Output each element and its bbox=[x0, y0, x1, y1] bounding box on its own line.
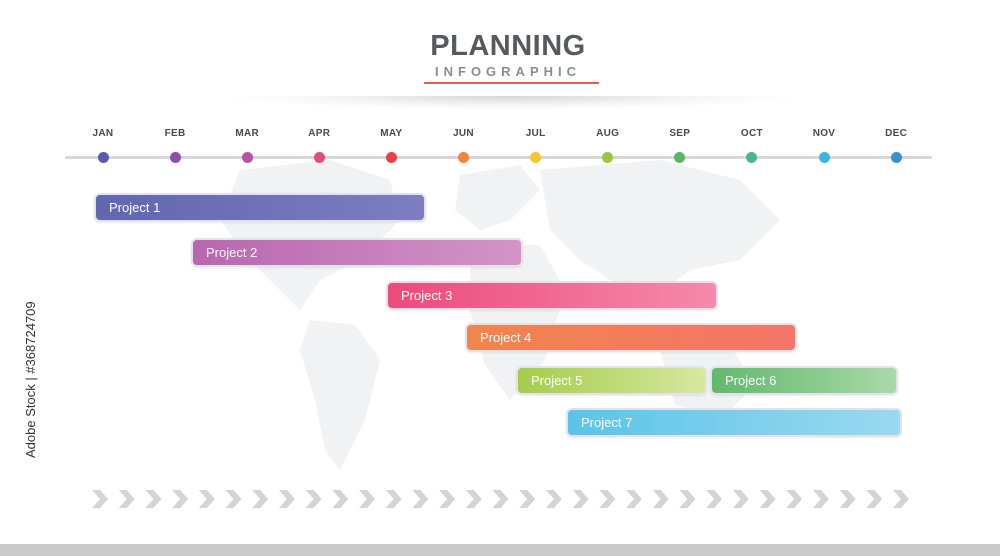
project-label: Project 7 bbox=[581, 415, 633, 430]
timeline-dot bbox=[818, 152, 830, 163]
month-apr: APR bbox=[289, 128, 349, 139]
project-bar[interactable]: Project 3 bbox=[386, 281, 718, 310]
timeline-dot bbox=[674, 152, 686, 163]
chevron-arrow-icon bbox=[759, 490, 776, 508]
chevron-arrow-icon bbox=[225, 490, 242, 508]
chevron-arrow-icon bbox=[519, 490, 536, 508]
project-label: Project 6 bbox=[725, 373, 777, 388]
month-jan: JAN bbox=[73, 128, 133, 139]
month-label: MAY bbox=[380, 128, 403, 139]
timeline-dot bbox=[746, 152, 758, 163]
chevron-arrow-icon bbox=[252, 490, 269, 508]
month-label: MAR bbox=[235, 128, 260, 139]
timeline-dot bbox=[241, 152, 253, 163]
month-jun: JUN bbox=[434, 128, 494, 139]
chevron-arrow-icon bbox=[385, 490, 402, 508]
chevron-arrow-icon bbox=[305, 490, 322, 508]
stock-credit-watermark: Adobe Stock | #368724709 bbox=[23, 301, 38, 458]
page-subtitle: INFOGRAPHIC bbox=[435, 64, 581, 79]
chevron-arrow-icon bbox=[706, 490, 723, 508]
title-underline bbox=[424, 82, 599, 84]
month-oct: OCT bbox=[722, 128, 782, 139]
chevron-arrow-icon bbox=[626, 490, 642, 508]
chevron-arrow-icon bbox=[866, 490, 883, 508]
month-label: JAN bbox=[92, 128, 114, 139]
chevron-arrow-icon bbox=[439, 490, 456, 508]
chevron-arrow-icon bbox=[332, 490, 349, 508]
chevron-arrow-icon bbox=[572, 490, 589, 508]
chevron-arrow-icon bbox=[786, 490, 803, 508]
month-nov: NOV bbox=[794, 128, 854, 139]
chevron-arrow-icon bbox=[198, 490, 215, 508]
month-label: AUG bbox=[596, 128, 620, 139]
chevron-arrow-icon bbox=[145, 490, 162, 508]
timeline-dot bbox=[97, 152, 109, 163]
timeline-dot bbox=[313, 152, 325, 163]
chevron-arrow-icon bbox=[545, 490, 562, 508]
month-dec: DEC bbox=[866, 128, 926, 139]
project-label: Project 3 bbox=[401, 288, 453, 303]
chevron-arrow-icon bbox=[839, 490, 856, 508]
timeline-dot bbox=[530, 152, 542, 163]
project-bar[interactable]: Project 7 bbox=[566, 408, 902, 437]
chevron-arrow-icon bbox=[492, 490, 509, 508]
project-bar[interactable]: Project 4 bbox=[465, 323, 797, 352]
chevron-arrow-row bbox=[92, 490, 909, 508]
project-label: Project 4 bbox=[480, 330, 532, 345]
project-label: Project 1 bbox=[109, 200, 161, 215]
chevron-arrow-icon bbox=[599, 490, 616, 508]
chevron-arrow-icon bbox=[732, 490, 749, 508]
chevron-arrow-icon bbox=[652, 490, 669, 508]
chevron-arrow-icon bbox=[812, 490, 829, 508]
project-label: Project 5 bbox=[531, 373, 583, 388]
chevron-arrow-icon bbox=[92, 490, 108, 508]
project-bar[interactable]: Project 6 bbox=[710, 366, 898, 395]
chevron-arrow-icon bbox=[465, 490, 482, 508]
credit-text: Adobe Stock | #368724709 bbox=[23, 301, 38, 458]
project-bar[interactable]: Project 1 bbox=[94, 193, 426, 222]
chevron-arrow-icon bbox=[278, 490, 295, 508]
project-label: Project 2 bbox=[206, 245, 258, 260]
month-label: NOV bbox=[812, 128, 836, 139]
bottom-strip bbox=[0, 544, 1000, 556]
month-label: JUN bbox=[453, 128, 474, 139]
month-aug: AUG bbox=[578, 128, 638, 139]
month-sep: SEP bbox=[650, 128, 710, 139]
project-bar[interactable]: Project 2 bbox=[191, 238, 523, 267]
month-feb: FEB bbox=[145, 128, 205, 139]
month-label: SEP bbox=[669, 128, 691, 139]
month-label: FEB bbox=[164, 128, 186, 139]
month-label: APR bbox=[308, 128, 331, 139]
chevron-arrow-icon bbox=[172, 490, 189, 508]
timeline-dot bbox=[385, 152, 397, 163]
timeline-dot bbox=[602, 152, 614, 163]
timeline-dot bbox=[169, 152, 181, 163]
month-mar: MAR bbox=[217, 128, 277, 139]
chevron-arrow-icon bbox=[412, 490, 429, 508]
chevron-arrow-icon bbox=[118, 490, 135, 508]
chevron-arrow-icon bbox=[359, 490, 375, 508]
header-shadow bbox=[220, 96, 800, 110]
month-label: DEC bbox=[885, 128, 908, 139]
chevron-arrow-icon bbox=[679, 490, 696, 508]
month-jul: JUL bbox=[506, 128, 566, 139]
month-may: MAY bbox=[361, 128, 421, 139]
page-title: PLANNING bbox=[430, 30, 586, 62]
timeline-dot bbox=[890, 152, 902, 163]
timeline-dot bbox=[458, 152, 469, 163]
project-bar[interactable]: Project 5 bbox=[516, 366, 707, 395]
month-label: OCT bbox=[740, 128, 763, 139]
timeline-axis bbox=[65, 156, 932, 159]
month-label: JUL bbox=[525, 128, 546, 139]
chevron-arrow-icon bbox=[893, 490, 909, 508]
